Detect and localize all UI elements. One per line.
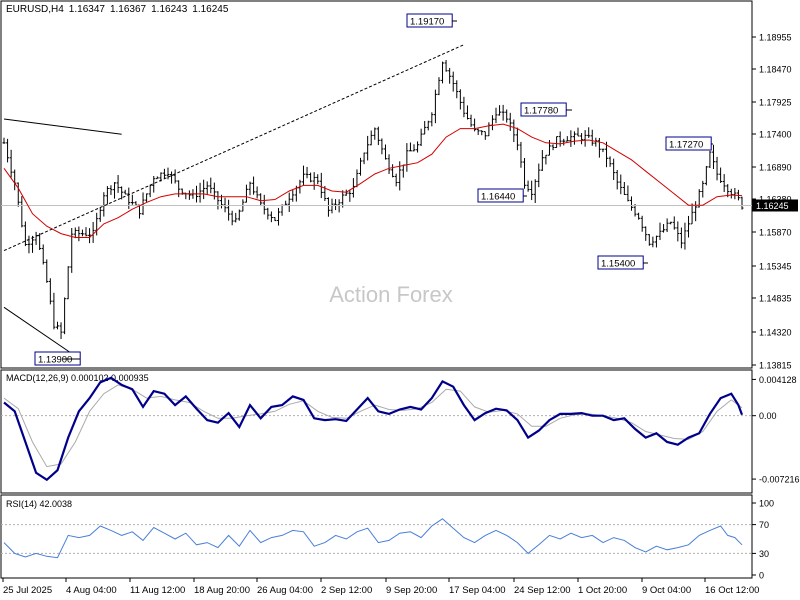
rsi-panel[interactable]: RSI(14) 42.0038 100 70 30 0 [1,499,774,581]
price-annotation: 1.13900 [34,351,81,366]
panel-border [0,0,753,369]
close-value: 1.16245 [192,4,229,15]
price-annotation: 1.16440 [477,188,527,203]
panel-border [0,369,753,494]
macd-axis-label: 0.004128 [759,375,797,385]
rsi-axis-label: 0 [759,571,764,581]
time-axis-label: 16 Oct 12:00 [705,585,759,596]
time-axis-label: 18 Aug 20:00 [194,585,250,596]
current-price-tag [752,199,798,212]
time-axis-label: 25 Jul 2025 [3,585,52,596]
high-value: 1.16367 [109,4,147,15]
open-value: 1.16347 [68,4,105,15]
chart-header: EURUSD,H4 1.16347 1.16367 1.16243 1.16245 [6,4,233,15]
price-axis-label: 1.14835 [759,294,792,304]
trendline [3,118,122,135]
time-axis-label: 9 Sep 20:00 [386,585,437,596]
annotation-label: 1.13900 [38,355,72,366]
time-axis: 25 Jul 2025 4 Aug 04:00 11 Aug 12:00 18 Aug… [2,578,759,596]
price-axis-label: 1.15345 [759,262,792,272]
price-annotation: 1.17780 [520,102,572,117]
panel-frames [0,0,753,579]
time-axis-label: 1 Oct 20:00 [578,585,627,596]
price-axis-label: 1.14320 [759,328,792,338]
price-panel[interactable]: 1.189551.184701.179251.174001.168901.163… [1,13,798,371]
macd-axis-label: 0.00 [759,411,777,421]
current-price-label: 1.16245 [756,201,789,211]
rsi-title: RSI(14) 42.0038 [6,499,72,509]
low-value: 1.16243 [151,4,188,15]
time-axis-label: 26 Aug 04:00 [257,585,313,596]
annotation-label: 1.19170 [410,17,444,28]
price-axis-label: 1.13815 [759,361,792,371]
macd-panel[interactable]: MACD(12,26,9) 0.000102 0.000935 0.004128 0… [1,373,800,485]
trendline [3,44,465,252]
price-axis-label: 1.16890 [759,163,792,173]
macd-line [3,376,744,482]
price-axis-label: 1.17925 [759,98,792,108]
time-axis-label: 4 Aug 04:00 [66,585,117,596]
rsi-axis-label: 100 [759,499,774,509]
watermark: Action Forex [329,282,453,307]
moving-average-line [3,123,743,238]
rsi-axis-label: 30 [759,549,769,559]
price-axis-label: 1.15870 [759,228,792,238]
time-axis-label: 17 Sep 04:00 [449,585,506,596]
price-axis-label: 1.18470 [759,65,792,75]
time-axis-label: 24 Sep 12:00 [514,585,571,596]
annotation-label: 1.15400 [601,259,635,270]
time-axis-label: 11 Aug 12:00 [130,585,185,596]
symbol-label: EURUSD,H4 [6,4,64,15]
price-annotation: 1.19170 [406,13,457,28]
annotation-label: 1.17270 [669,140,703,151]
price-annotation: 1.17270 [665,136,713,151]
macd-axis-label: -0.007216 [759,475,800,485]
rsi-line [3,518,743,559]
panel-border [0,494,753,579]
time-axis-label: 2 Sep 12:00 [321,585,372,596]
price-annotation: 1.15400 [597,255,648,270]
annotation-label: 1.17780 [524,106,558,117]
rsi-axis-label: 70 [759,520,769,530]
macd-title: MACD(12,26,9) 0.000102 0.000935 [6,373,149,383]
trendline [3,306,80,359]
price-axis-label: 1.18955 [759,33,792,43]
annotation-label: 1.16440 [481,192,515,203]
price-axis-label: 1.17400 [759,130,792,140]
time-axis-label: 9 Oct 04:00 [642,585,691,596]
